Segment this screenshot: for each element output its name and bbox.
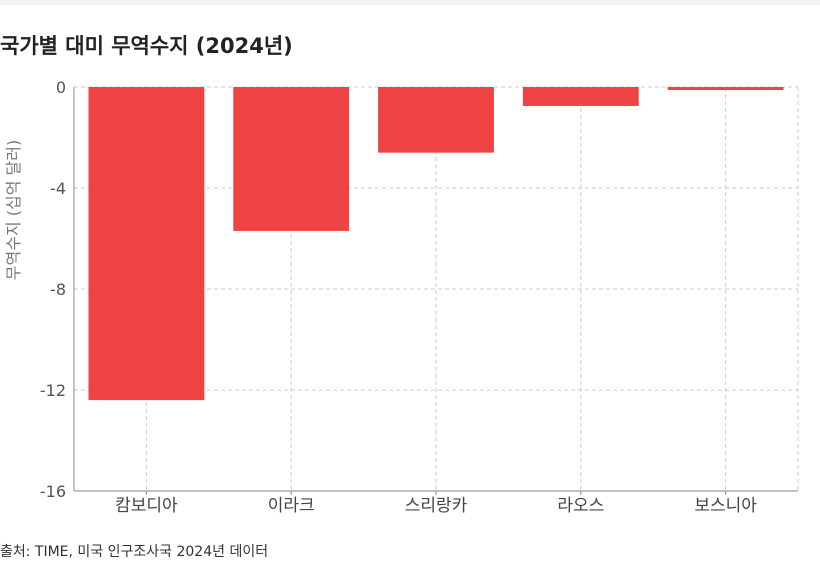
y-tick-label: -8 — [50, 280, 66, 299]
y-tick-label: 0 — [56, 78, 66, 97]
x-tick-label: 보스니아 — [694, 496, 757, 516]
labels-layer: 0 -4 -8 -12 -16 캄보디아 이라크 스리랑카 라오스 보스니아 — [40, 78, 757, 516]
x-tick-label: 이라크 — [268, 496, 315, 516]
y-tick-label: -12 — [40, 381, 66, 400]
y-axis-label: 무역수지 (십억 달러) — [4, 140, 23, 280]
x-tick-label: 스리랑카 — [405, 496, 468, 516]
y-tick-label: -4 — [50, 179, 66, 198]
chart-title: 국가별 대미 무역수지 (2024년) — [0, 34, 293, 58]
y-tick-label: -16 — [40, 482, 66, 501]
x-tick-label: 캄보디아 — [115, 496, 178, 516]
bar-4 — [522, 87, 639, 106]
x-tick-label: 라오스 — [557, 496, 604, 516]
bars-layer — [88, 87, 784, 401]
bar-5 — [667, 87, 784, 91]
bar-2 — [233, 87, 350, 231]
source-note: 출처: TIME, 미국 인구조사국 2024년 데이터 — [0, 544, 269, 560]
top-strip — [0, 0, 820, 5]
bar-1 — [88, 87, 205, 401]
axis-layer — [73, 87, 798, 495]
bar-3 — [378, 87, 494, 153]
